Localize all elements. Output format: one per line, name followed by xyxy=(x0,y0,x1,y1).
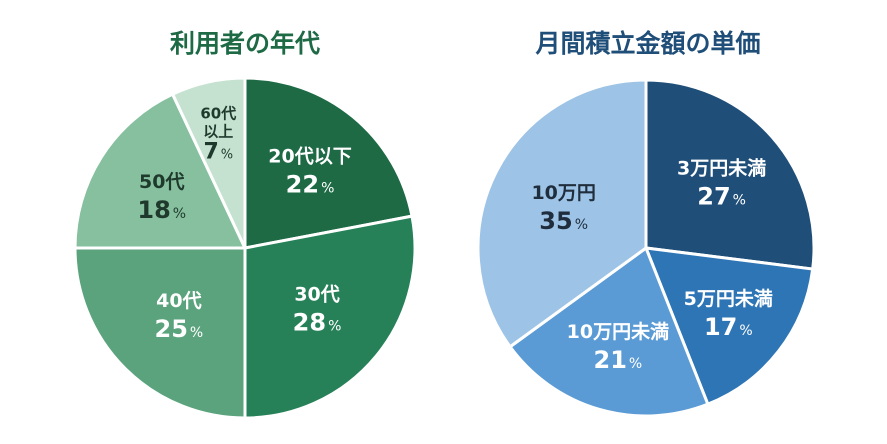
slice-label-0-3: 50代 18% xyxy=(137,171,186,224)
age-pie: 20代以下 22 %30代 28 %40代 25 %50代 18 %60代以上 7% xyxy=(73,76,417,420)
slice-pct-1-0: 27 xyxy=(697,182,730,210)
slice-pct-1-1: 17 xyxy=(704,313,737,341)
slice-name-1-3: 10万円 xyxy=(531,182,595,204)
slice-pct-sign-0-2: % xyxy=(190,325,203,341)
pie-slice-1-0 xyxy=(644,78,816,271)
slice-pct-0-3: 18 xyxy=(137,196,170,224)
slice-label-1-2: 10万円未満 21% xyxy=(567,320,669,374)
slice-label-1-1: 5万円未満 17% xyxy=(684,287,773,341)
slice-pct-sign-0-3: % xyxy=(173,206,186,222)
slice-name-0-4: 60代 xyxy=(200,105,236,123)
amount-chart-title: 月間積立金額の単価 xyxy=(535,29,761,58)
pie-slice-0-3 xyxy=(73,92,247,250)
slice-name-0-3: 50代 xyxy=(139,171,184,193)
slice-name-1-0: 3万円未満 xyxy=(677,156,766,179)
pie-slice-1-1 xyxy=(644,246,815,406)
slice-name-0-1: 30代 xyxy=(294,284,339,306)
slice-name-0-2: 40代 xyxy=(156,290,201,312)
slice-pct-0-4: 7 xyxy=(203,140,218,165)
pie-slice-1-2 xyxy=(508,246,710,418)
amount-pie: 3万円未満 27 % 5万円未満 17 % 10万円未満 21 % 10万円 35% xyxy=(476,78,816,418)
slice-pct-sign-1-2: % xyxy=(629,356,642,372)
slice-label-1-3: 10万円 35% xyxy=(531,182,595,235)
slice-pct-sign-1-1: % xyxy=(739,323,752,339)
slice-pct-sign-0-0: % xyxy=(321,180,334,196)
slice-pct-sign-1-0: % xyxy=(733,192,746,208)
pie-slice-0-0 xyxy=(243,76,414,250)
pie-slice-1-3 xyxy=(476,78,648,349)
slice-name-0-4: 以上 xyxy=(203,123,233,141)
slice-pct-sign-0-4: % xyxy=(221,148,233,163)
slice-label-0-1: 30代 28% xyxy=(293,284,342,337)
slice-label-0-4: 60代以上 7% xyxy=(200,105,236,165)
pie-slice-0-2 xyxy=(73,246,247,420)
slice-label-0-2: 40代 25% xyxy=(155,290,204,343)
slice-name-1-1: 5万円未満 xyxy=(684,287,773,310)
slice-pct-1-3: 35 xyxy=(539,207,572,235)
age-chart-title: 利用者の年代 xyxy=(169,29,320,58)
slice-pct-sign-0-1: % xyxy=(328,319,341,335)
slice-pct-0-2: 25 xyxy=(155,315,188,343)
slice-name-0-0: 20代以下 xyxy=(268,145,351,167)
slice-pct-0-1: 28 xyxy=(293,309,326,337)
pie-slice-0-4 xyxy=(171,76,247,250)
slice-label-0-0: 20代以下 22% xyxy=(268,145,351,198)
slice-pct-sign-1-3: % xyxy=(575,217,588,233)
slice-pct-0-0: 22 xyxy=(286,170,319,198)
slice-name-1-2: 10万円未満 xyxy=(567,320,669,343)
slice-label-1-0: 3万円未満 27% xyxy=(677,156,766,210)
slice-pct-1-2: 21 xyxy=(594,346,627,374)
pie-slice-0-1 xyxy=(243,214,417,420)
